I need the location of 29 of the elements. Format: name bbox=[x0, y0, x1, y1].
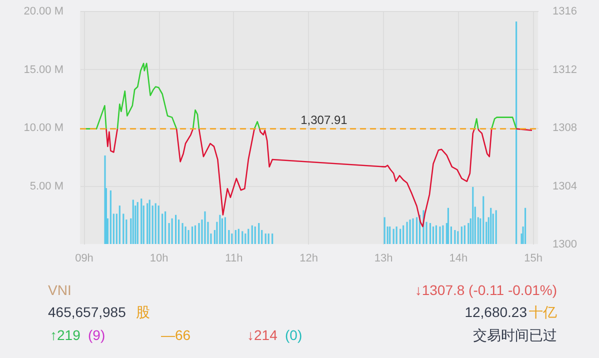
y-tick-label: 10.00 M bbox=[24, 122, 64, 134]
text: ↑219 bbox=[50, 326, 80, 344]
ref-line-label: 1,307.91 bbox=[300, 112, 348, 127]
text: (0) bbox=[285, 326, 302, 344]
y2-tick-label: 1308 bbox=[552, 122, 577, 134]
y2-tick-label: 1316 bbox=[552, 6, 577, 18]
y-tick-label: 20.00 M bbox=[24, 6, 64, 18]
text: 股 bbox=[136, 303, 150, 321]
x-tick-label: 10h bbox=[150, 252, 168, 264]
y-tick-label: 5.00 M bbox=[30, 180, 64, 192]
x-tick-label: 12h bbox=[300, 252, 318, 264]
text: 465,657,985 bbox=[48, 303, 126, 321]
x-tick-label: 09h bbox=[75, 252, 94, 264]
x-tick-label: 15h bbox=[524, 252, 542, 264]
x-tick-label: 13h bbox=[374, 252, 393, 264]
x-tick-label: 11h bbox=[225, 252, 243, 264]
text: 十亿 bbox=[529, 303, 557, 321]
text: ↓1307.8 (-0.11 -0.01%) bbox=[414, 281, 557, 299]
text: ↓214 bbox=[247, 326, 278, 344]
y2-tick-label: 1312 bbox=[552, 64, 577, 76]
text: 12,680.23 bbox=[464, 303, 527, 321]
y2-tick-label: 1304 bbox=[552, 180, 577, 192]
x-tick-label: 14h bbox=[449, 252, 468, 264]
text: 交易时间已过 bbox=[473, 326, 557, 344]
y-tick-label: 15.00 M bbox=[24, 64, 64, 76]
text: —66 bbox=[161, 326, 191, 344]
text: (9) bbox=[88, 326, 106, 344]
y2-tick-label: 1300 bbox=[552, 238, 577, 250]
text: VNI bbox=[48, 281, 72, 299]
